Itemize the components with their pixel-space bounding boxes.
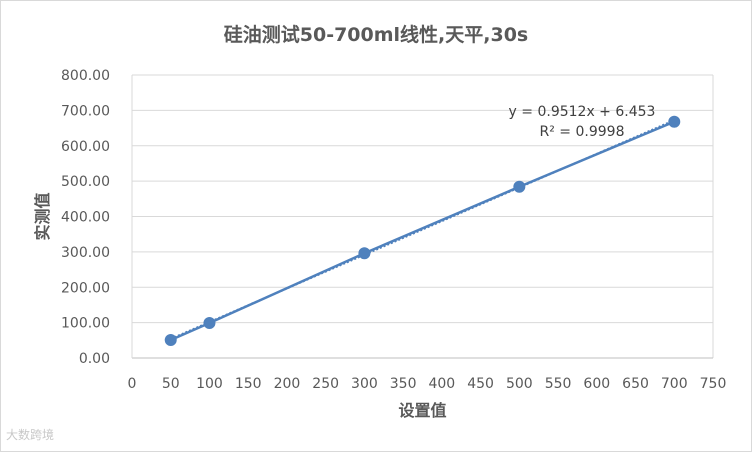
chart-title: 硅油测试50-700ml线性,天平,30s bbox=[223, 24, 529, 46]
series-line bbox=[170, 120, 675, 342]
x-tick-label: 100 bbox=[196, 376, 223, 392]
x-axis-title: 设置值 bbox=[398, 401, 446, 420]
x-tick-label: 250 bbox=[312, 376, 339, 392]
tick-labels: 0.00 100.00 200.00 300.00 400.00 500.00 600.00… bbox=[61, 68, 726, 392]
data-point bbox=[203, 316, 216, 329]
trendline-equation: y = 0.9512x + 6.453 bbox=[509, 104, 656, 120]
data-series bbox=[164, 115, 681, 346]
y-tick-label: 600.00 bbox=[61, 139, 110, 155]
axes bbox=[131, 75, 713, 359]
x-tick-label: 700 bbox=[661, 376, 688, 392]
trendline-r-squared: R² = 0.9998 bbox=[540, 124, 625, 140]
x-tick-label: 0 bbox=[128, 376, 137, 392]
y-tick-label: 200.00 bbox=[61, 280, 110, 296]
data-point bbox=[358, 247, 371, 260]
x-tick-label: 550 bbox=[545, 376, 572, 392]
x-tick-label: 150 bbox=[235, 376, 262, 392]
gridlines bbox=[132, 74, 714, 358]
x-tick-label: 600 bbox=[583, 376, 610, 392]
y-tick-label: 0.00 bbox=[79, 351, 110, 367]
x-tick-label: 200 bbox=[274, 376, 301, 392]
y-tick-label: 800.00 bbox=[61, 68, 110, 84]
x-tick-label: 650 bbox=[622, 376, 649, 392]
x-tick-label: 50 bbox=[162, 376, 180, 392]
data-point bbox=[668, 115, 681, 128]
x-tick-label: 450 bbox=[467, 376, 494, 392]
data-point bbox=[164, 333, 177, 346]
y-tick-label: 700.00 bbox=[61, 103, 110, 119]
y-tick-label: 300.00 bbox=[61, 245, 110, 261]
y-tick-label: 500.00 bbox=[61, 174, 110, 190]
y-axis-title: 实测值 bbox=[33, 192, 52, 240]
y-tick-label: 400.00 bbox=[61, 210, 110, 226]
y-tick-label: 100.00 bbox=[61, 316, 110, 332]
x-tick-label: 350 bbox=[390, 376, 417, 392]
data-point bbox=[513, 180, 526, 193]
x-tick-label: 300 bbox=[351, 376, 378, 392]
x-tick-label: 750 bbox=[700, 376, 727, 392]
trendline: y = 0.9512x + 6.453 R² = 0.9998 bbox=[170, 104, 675, 340]
axis-labels: 设置值 实测值 bbox=[33, 192, 447, 420]
watermark: 大数跨境 bbox=[6, 428, 55, 442]
x-tick-label: 400 bbox=[428, 376, 455, 392]
x-tick-label: 500 bbox=[506, 376, 533, 392]
